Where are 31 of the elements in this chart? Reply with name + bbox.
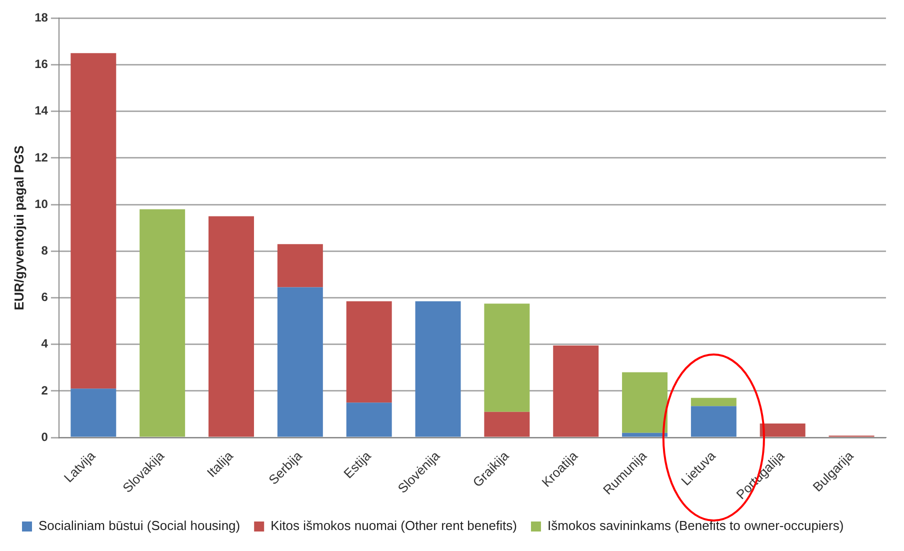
bar: [140, 209, 186, 437]
bar: [70, 388, 116, 437]
y-tick-label: 6: [41, 290, 48, 304]
legend-label: Socialiniam būstui (Social housing): [38, 518, 240, 534]
bar: [208, 216, 254, 437]
y-tick-label: 14: [34, 104, 48, 118]
y-tick-label: 0: [41, 430, 48, 444]
bar: [760, 424, 806, 437]
bar: [622, 372, 668, 433]
bar: [690, 398, 736, 406]
bar: [277, 244, 323, 288]
bar: [690, 406, 736, 437]
y-tick-label: 8: [41, 243, 48, 258]
y-tick-label: 16: [34, 57, 48, 72]
bar: [70, 53, 116, 389]
y-tick-label: 12: [34, 150, 48, 164]
bar: [277, 287, 323, 437]
y-axis-title: EUR/gyventojui pagal PGS: [11, 145, 26, 310]
bar: [484, 412, 530, 437]
y-tick-label: 2: [41, 383, 48, 398]
legend-label: Išmokos savininkams (Benefits to owner-occupiers): [547, 518, 844, 534]
bar: [553, 346, 599, 437]
bar: [484, 304, 530, 412]
bar: [346, 402, 392, 437]
y-tick-label: 10: [34, 196, 48, 211]
y-tick-label: 18: [34, 10, 48, 25]
bar: [346, 301, 392, 403]
bar: [622, 432, 668, 437]
y-tick-label: 4: [41, 336, 48, 351]
bar: [415, 301, 461, 437]
legend-label: Kitos išmokos nuomai (Other rent benefits): [270, 518, 517, 534]
